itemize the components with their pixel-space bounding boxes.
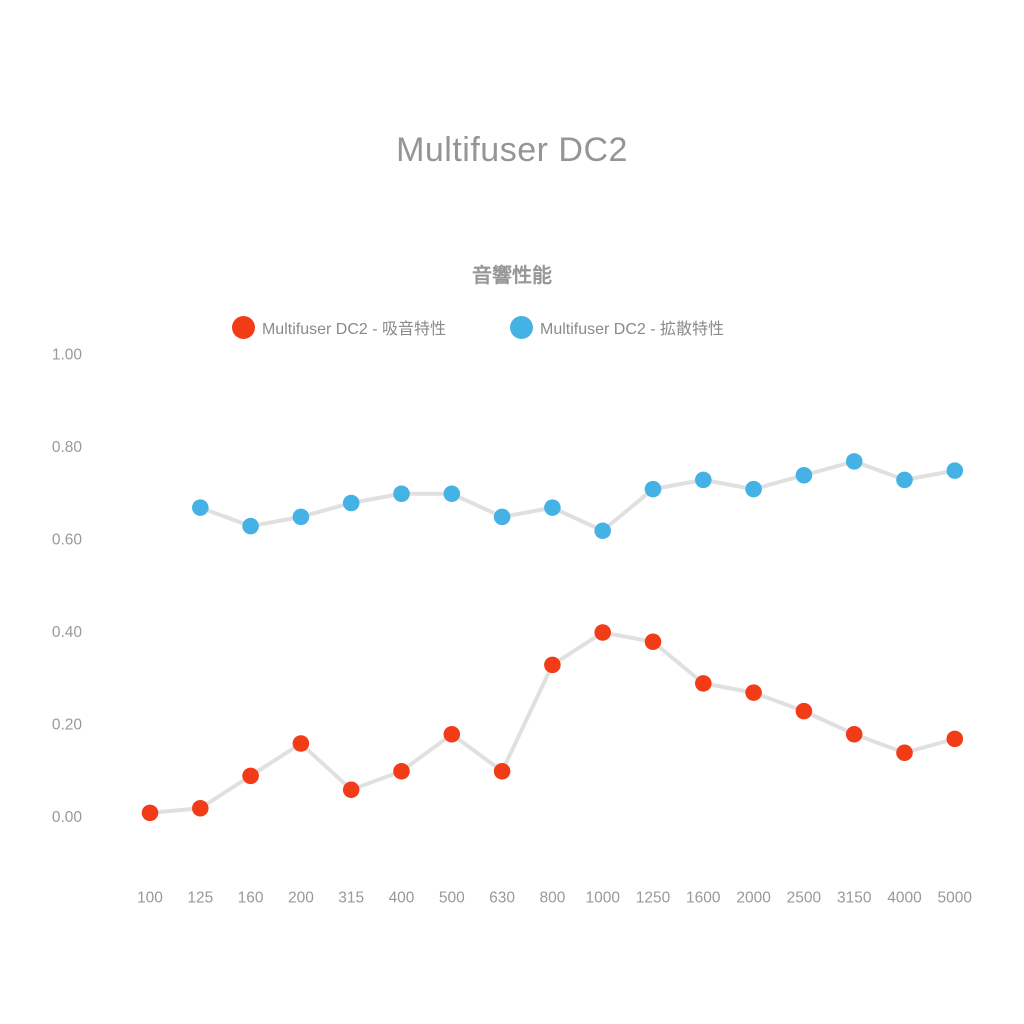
y-tick-label: 1.00 xyxy=(52,347,83,364)
x-tick-label: 3150 xyxy=(837,890,872,907)
data-point xyxy=(896,744,913,762)
data-point xyxy=(493,508,511,526)
y-tick-label: 0.40 xyxy=(52,624,83,641)
data-point xyxy=(644,480,662,498)
data-point xyxy=(242,767,259,785)
data-point xyxy=(946,462,964,479)
diffusion-series-swatch-icon xyxy=(510,315,533,339)
legend-item-absorption[interactable]: Multifuser DC2 - 吸音特性 xyxy=(231,315,446,339)
data-point xyxy=(192,799,209,817)
data-point xyxy=(544,499,561,516)
x-tick-label: 125 xyxy=(187,890,213,907)
chart-title: 音響性能 xyxy=(472,265,552,287)
data-point xyxy=(695,471,712,489)
legend-item-diffusion[interactable]: Multifuser DC2 - 拡散特性 xyxy=(510,315,724,339)
data-point xyxy=(493,762,511,780)
x-tick-label: 1600 xyxy=(686,890,721,907)
legend-label-absorption: Multifuser DC2 - 吸音特性 xyxy=(261,321,446,338)
data-point xyxy=(795,466,813,484)
data-point xyxy=(393,485,410,503)
data-point xyxy=(946,730,964,748)
data-point xyxy=(644,633,662,651)
x-tick-label: 160 xyxy=(238,890,264,907)
data-point xyxy=(594,522,611,540)
data-point xyxy=(695,675,712,692)
y-tick-label: 0.80 xyxy=(52,439,83,456)
x-tick-label: 315 xyxy=(338,890,364,907)
data-point xyxy=(292,735,310,752)
data-point xyxy=(896,471,913,489)
data-point xyxy=(393,762,410,780)
x-tick-label: 1250 xyxy=(636,890,671,907)
data-point xyxy=(443,485,461,503)
page-title: Multifuser DC2 xyxy=(396,131,628,169)
x-tick-label: 1000 xyxy=(585,890,620,907)
x-tick-label: 400 xyxy=(389,890,415,907)
data-point xyxy=(795,702,813,720)
data-point xyxy=(443,725,461,743)
data-point xyxy=(192,499,209,516)
x-tick-label: 4000 xyxy=(887,890,922,907)
x-tick-label: 500 xyxy=(439,890,465,907)
data-point xyxy=(594,624,611,641)
x-tick-label: 2000 xyxy=(736,890,771,907)
legend-label-diffusion: Multifuser DC2 - 拡散特性 xyxy=(540,321,725,338)
x-tick-label: 2500 xyxy=(787,890,822,907)
data-point xyxy=(141,804,159,822)
y-tick-label: 0.60 xyxy=(52,532,83,549)
x-tick-label: 5000 xyxy=(938,890,973,907)
series-connector-line xyxy=(198,459,957,533)
x-tick-label: 200 xyxy=(288,890,314,907)
data-point xyxy=(544,656,561,674)
data-point xyxy=(745,684,762,701)
data-point xyxy=(745,480,762,498)
absorption-series-swatch-icon xyxy=(231,315,255,339)
data-point xyxy=(845,453,863,470)
y-tick-label: 0.20 xyxy=(52,717,83,734)
y-tick-label: 0.00 xyxy=(52,809,83,826)
x-tick-label: 630 xyxy=(489,890,515,907)
data-point xyxy=(845,725,863,743)
data-point xyxy=(242,517,259,535)
data-point xyxy=(342,494,360,512)
data-point xyxy=(342,781,360,799)
legend: Multifuser DC2 - 吸音特性 Multifuser DC2 - 拡… xyxy=(0,315,956,339)
x-tick-label: 100 xyxy=(137,890,163,907)
x-tick-label: 800 xyxy=(539,890,565,907)
data-point xyxy=(292,508,310,526)
